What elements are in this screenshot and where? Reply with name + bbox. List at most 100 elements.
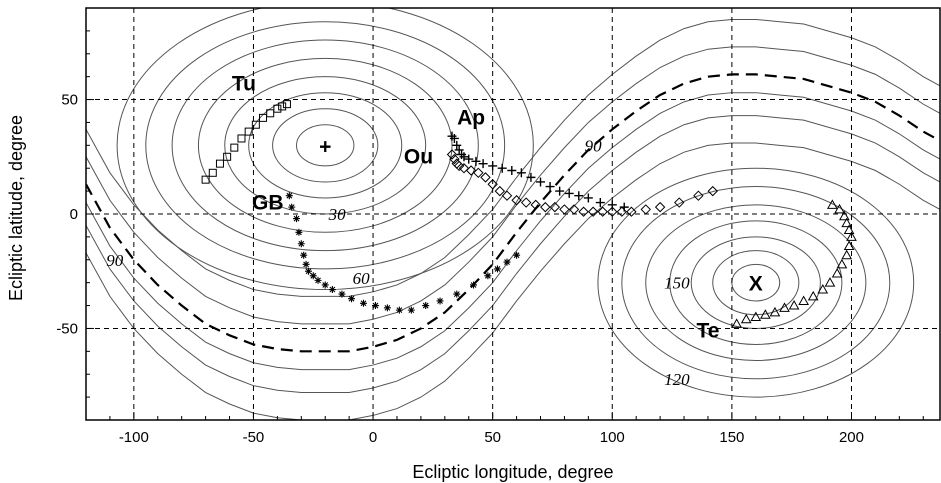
y-tick-label: -50 bbox=[56, 320, 78, 337]
y-tick-label: 0 bbox=[70, 206, 78, 223]
data-point bbox=[251, 120, 260, 129]
data-point bbox=[750, 311, 762, 321]
data-point bbox=[480, 172, 491, 183]
series-label-gb: GB bbox=[252, 191, 284, 214]
data-point bbox=[511, 195, 522, 206]
contour-ring bbox=[645, 204, 867, 361]
data-point bbox=[843, 240, 855, 251]
data-point bbox=[838, 210, 850, 221]
data-point bbox=[674, 197, 685, 208]
grid-lines bbox=[86, 8, 940, 420]
data-point bbox=[488, 161, 498, 171]
data-point bbox=[536, 177, 546, 187]
data-point bbox=[383, 304, 391, 312]
data-point bbox=[824, 277, 836, 287]
data-point bbox=[568, 204, 580, 215]
data-point bbox=[293, 215, 301, 223]
data-point bbox=[215, 159, 224, 168]
contour-line bbox=[86, 92, 940, 371]
contour-ring bbox=[597, 167, 915, 398]
contour-line bbox=[86, 142, 940, 420]
x-tick-label: 150 bbox=[719, 429, 744, 446]
x-tick-label: 100 bbox=[600, 429, 625, 446]
data-point bbox=[583, 193, 593, 203]
data-point bbox=[449, 133, 459, 143]
data-point bbox=[520, 197, 532, 208]
series-label-ou: Ou bbox=[404, 146, 433, 169]
series-gb bbox=[285, 192, 521, 314]
data-point bbox=[478, 159, 488, 169]
data-point bbox=[760, 309, 771, 319]
data-point bbox=[494, 185, 506, 197]
series-tu bbox=[201, 100, 291, 184]
reference-curve-path bbox=[86, 73, 940, 353]
series-te bbox=[731, 199, 857, 328]
x-tick-label: -100 bbox=[119, 429, 149, 446]
data-point bbox=[449, 153, 460, 165]
data-point bbox=[282, 100, 291, 109]
data-point bbox=[513, 251, 521, 259]
contour-line bbox=[86, 18, 940, 297]
data-point bbox=[259, 113, 268, 122]
data-point bbox=[338, 290, 346, 298]
data-point bbox=[788, 300, 800, 310]
data-point bbox=[555, 186, 565, 196]
contour-ring bbox=[145, 21, 506, 270]
data-point bbox=[328, 286, 336, 294]
contour-ring bbox=[224, 76, 427, 215]
data-point bbox=[470, 281, 478, 289]
data-point bbox=[473, 167, 484, 179]
data-point bbox=[836, 258, 848, 269]
data-point bbox=[371, 302, 379, 310]
data-point bbox=[237, 134, 246, 143]
data-point bbox=[436, 297, 444, 305]
data-point bbox=[841, 217, 853, 228]
contour-label: 30 bbox=[328, 205, 347, 224]
data-point bbox=[587, 206, 599, 217]
data-point bbox=[834, 203, 845, 214]
data-point bbox=[273, 104, 282, 113]
contour-line bbox=[86, 115, 940, 394]
data-point bbox=[484, 272, 492, 280]
data-point bbox=[288, 203, 296, 211]
data-point bbox=[846, 231, 857, 241]
data-point bbox=[471, 156, 481, 166]
data-point bbox=[304, 267, 312, 275]
data-point bbox=[452, 140, 462, 150]
contour-label: 150 bbox=[664, 274, 690, 293]
data-point bbox=[607, 206, 618, 217]
x-axis-label: Ecliptic longitude, degree bbox=[412, 462, 613, 482]
data-point bbox=[446, 149, 458, 160]
contour-ring bbox=[171, 39, 479, 252]
data-point bbox=[501, 190, 513, 201]
data-point bbox=[464, 154, 474, 164]
contour-ring bbox=[669, 220, 843, 345]
data-point bbox=[285, 192, 293, 200]
data-point bbox=[302, 260, 310, 268]
contour-ring bbox=[116, 8, 534, 290]
x-tick-label: 0 bbox=[369, 429, 377, 446]
data-point bbox=[465, 165, 477, 176]
data-point bbox=[507, 166, 517, 176]
data-point bbox=[453, 160, 465, 172]
data-point bbox=[798, 295, 810, 305]
contour-ring bbox=[272, 108, 379, 183]
y-tick-label: 50 bbox=[61, 92, 78, 109]
contour-ring bbox=[197, 57, 453, 233]
data-point bbox=[530, 199, 541, 211]
data-point bbox=[454, 145, 464, 155]
contour-label: 120 bbox=[664, 370, 690, 389]
data-point bbox=[549, 201, 561, 213]
data-point bbox=[395, 306, 403, 314]
data-point bbox=[843, 224, 855, 235]
data-point bbox=[300, 251, 308, 259]
axes-layer: -100 -50 0 50 100 150 200 -50 0 50 bbox=[56, 7, 941, 446]
y-axis-label: Ecliptic latitude, degree bbox=[6, 115, 26, 301]
annotations-layer: Tu GB Ap Ou Te + X 30 60 90 90 150 120 bbox=[106, 72, 763, 388]
data-point bbox=[807, 290, 819, 301]
data-point bbox=[731, 318, 743, 328]
x-tick-label: -50 bbox=[243, 429, 265, 446]
data-point bbox=[309, 272, 317, 280]
data-point bbox=[574, 191, 584, 201]
